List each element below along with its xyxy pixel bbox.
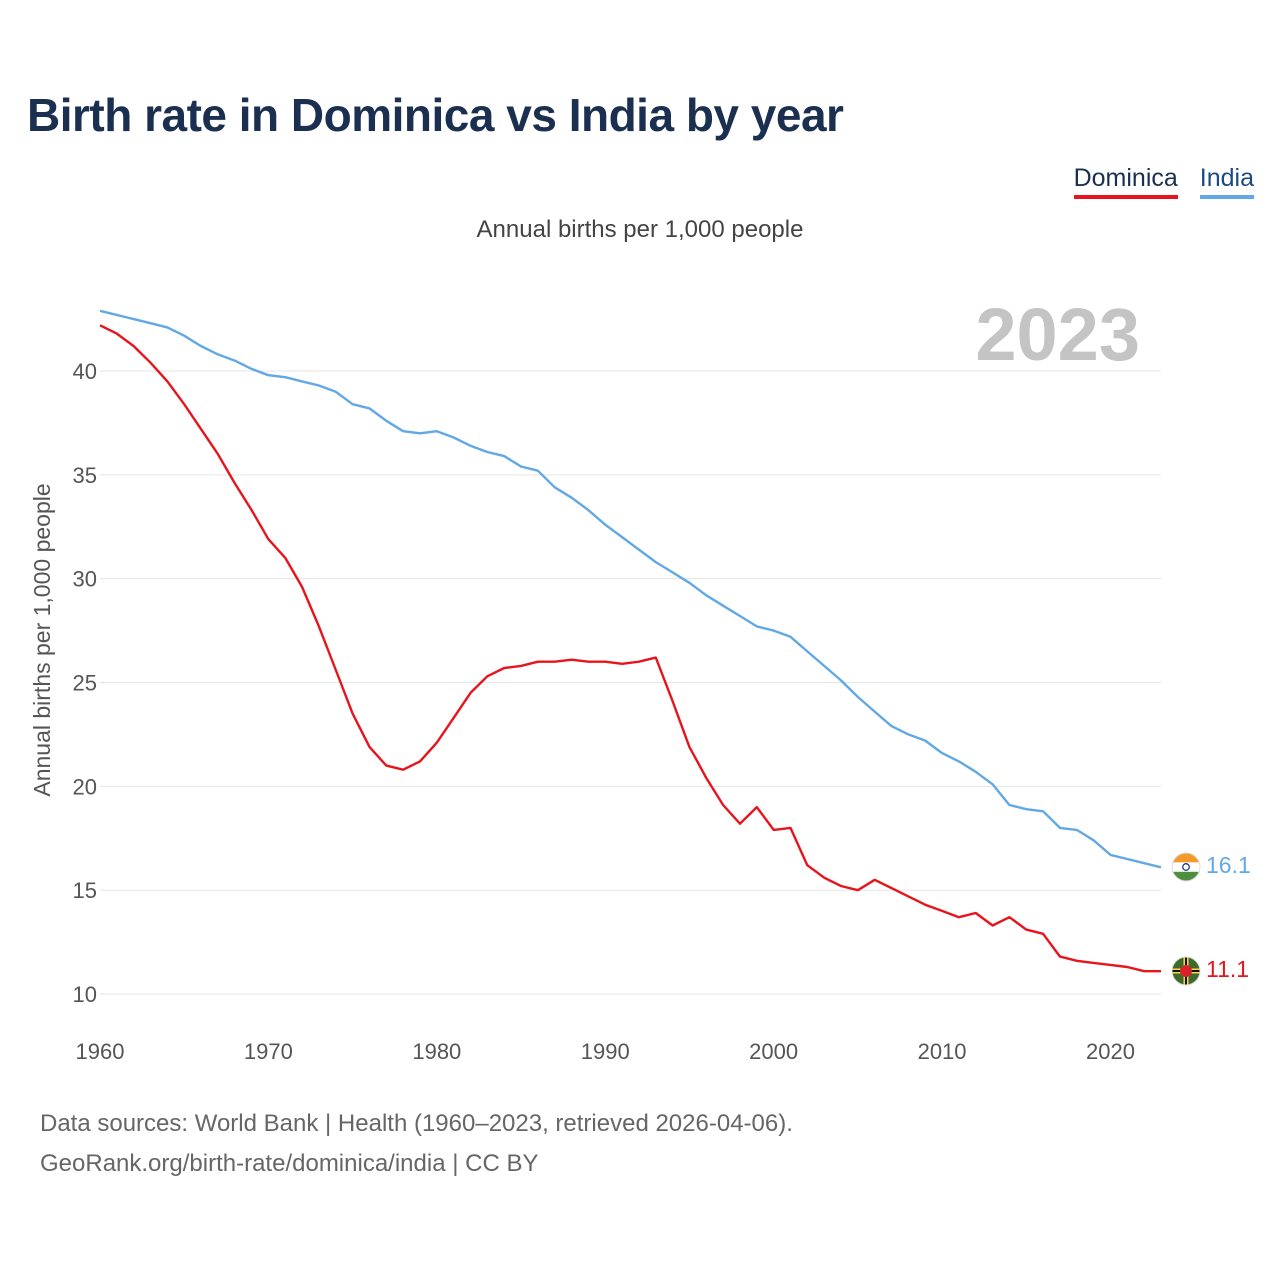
y-tick-label: 15 xyxy=(73,878,97,903)
y-tick-label: 20 xyxy=(73,774,97,799)
y-tick-label: 25 xyxy=(73,671,97,696)
dominica-flag-icon xyxy=(1171,956,1201,986)
x-tick-label: 1960 xyxy=(76,1039,125,1064)
x-tick-label: 1980 xyxy=(412,1039,461,1064)
india-flag-icon xyxy=(1171,852,1201,882)
chart-title: Birth rate in Dominica vs India by year xyxy=(27,89,844,141)
footer: Data sources: World Bank | Health (1960–… xyxy=(40,1104,793,1184)
chart-subtitle: Annual births per 1,000 people xyxy=(476,216,804,243)
y-axis-label: Annual births per 1,000 people xyxy=(29,483,55,796)
y-tick-label: 35 xyxy=(73,463,97,488)
legend: Dominica India xyxy=(1073,164,1254,199)
y-axis-ticks: 10 15 20 25 30 35 40 xyxy=(73,359,97,1007)
x-tick-label: 2000 xyxy=(749,1039,798,1064)
series-lines xyxy=(99,309,1162,973)
x-tick-label: 1990 xyxy=(581,1039,630,1064)
india-end-label: 16.1 xyxy=(1206,852,1251,878)
footer-sources: Data sources: World Bank | Health (1960–… xyxy=(40,1110,793,1137)
x-axis-ticks: 1960 1970 1980 1990 2000 2010 2020 xyxy=(76,1039,1135,1064)
x-tick-label: 2010 xyxy=(918,1039,967,1064)
dominica-end-label: 11.1 xyxy=(1206,956,1249,982)
y-tick-label: 10 xyxy=(73,982,97,1007)
legend-item-dominica[interactable]: Dominica xyxy=(1073,164,1178,199)
gridlines xyxy=(100,370,1161,995)
y-tick-label: 30 xyxy=(73,567,97,592)
legend-item-india[interactable]: India xyxy=(1199,164,1254,199)
y-tick-label: 40 xyxy=(73,359,97,384)
series-line-dominica[interactable] xyxy=(99,324,1161,973)
year-watermark: 2023 xyxy=(975,293,1140,376)
x-tick-label: 1970 xyxy=(244,1039,293,1064)
footer-link[interactable]: GeoRank.org/birth-rate/dominica/india | … xyxy=(40,1150,539,1177)
series-line-india[interactable] xyxy=(99,309,1162,869)
x-tick-label: 2020 xyxy=(1086,1039,1135,1064)
